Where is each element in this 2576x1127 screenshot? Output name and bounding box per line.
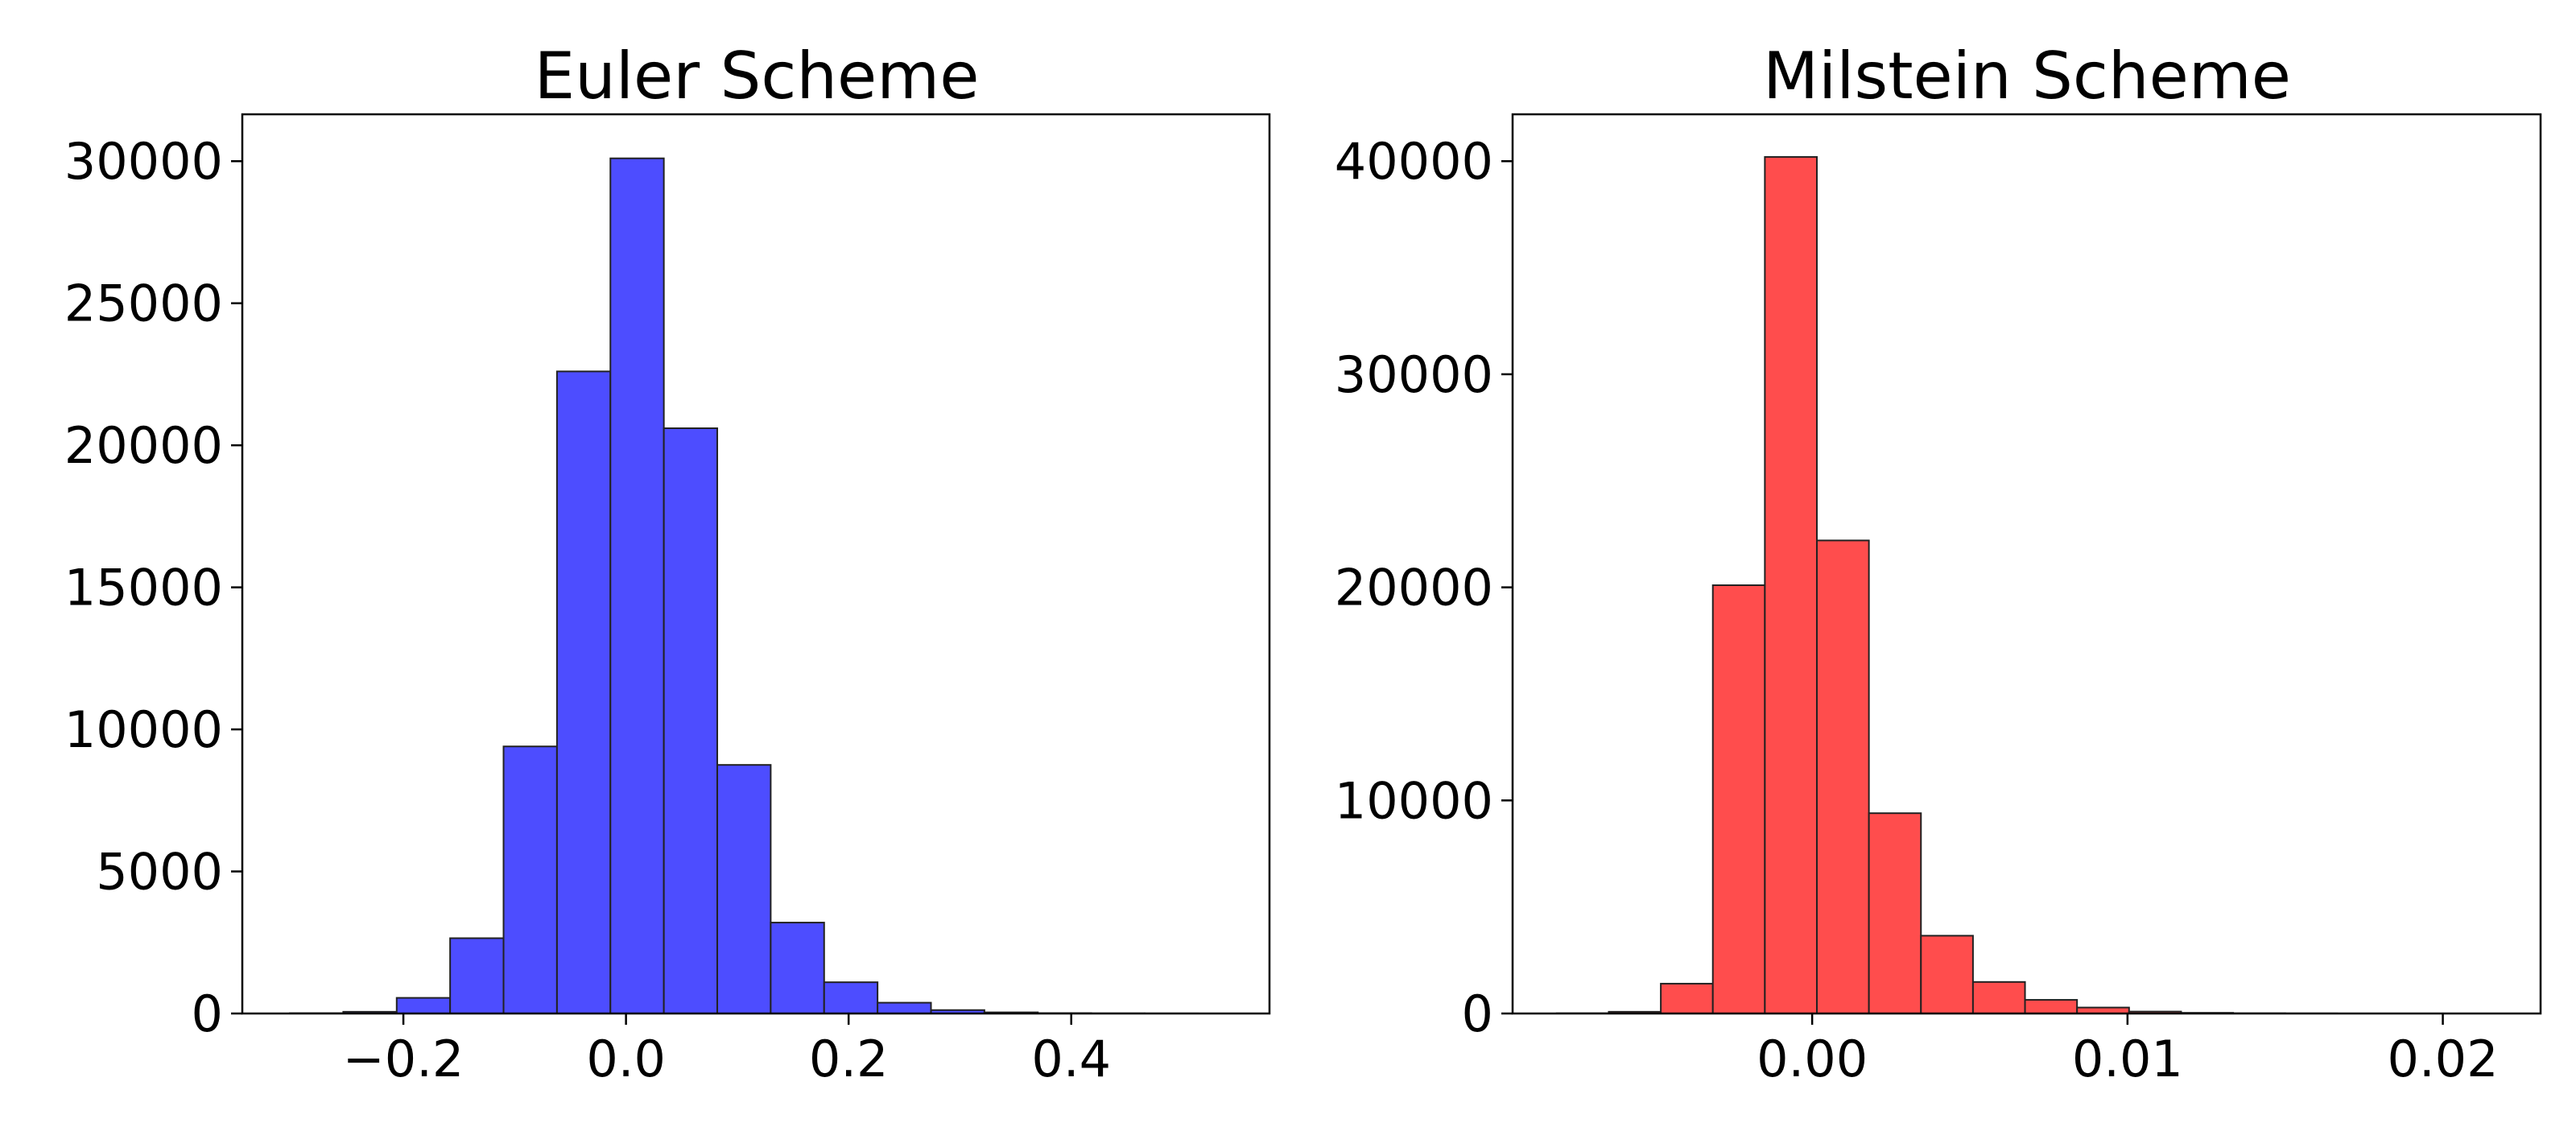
- euler-histogram-bar: [502, 745, 558, 1014]
- euler-histogram-panel: Euler Scheme −0.2 0.0 0.2 0.4 0 5000 10000 150…: [64, 39, 1271, 1088]
- milstein-histogram-bar: [1816, 539, 1870, 1014]
- milstein-plot-frame: [1511, 113, 2542, 1015]
- milstein-x-tick-label: 0.01: [2072, 1030, 2183, 1088]
- milstein-histogram-bar: [1868, 812, 1922, 1014]
- euler-histogram-bar: [663, 427, 719, 1014]
- euler-y-tick-label: 5000: [96, 843, 223, 902]
- euler-x-ticks: −0.2 0.0 0.2 0.4: [343, 1013, 1111, 1088]
- euler-y-tick-label: 20000: [64, 416, 223, 475]
- euler-histogram-bar: [716, 764, 772, 1015]
- euler-histogram-bar: [555, 370, 612, 1014]
- euler-y-ticks: 0 5000 10000 15000 20000 25000 30000: [64, 132, 242, 1043]
- euler-histogram-bar: [449, 937, 505, 1014]
- euler-y-tick-label: 10000: [64, 700, 223, 759]
- milstein-histogram-bar: [1660, 982, 1714, 1014]
- euler-y-tick-label: 30000: [64, 132, 223, 191]
- euler-bars: [289, 157, 1199, 1015]
- euler-chart-title: Euler Scheme: [535, 39, 980, 114]
- milstein-histogram-bar: [1764, 155, 1818, 1015]
- euler-x-tick-label: −0.2: [343, 1030, 464, 1088]
- milstein-y-tick-label: 10000: [1335, 771, 1493, 830]
- milstein-chart-title: Milstein Scheme: [1763, 39, 2291, 114]
- euler-histogram-bar: [395, 997, 452, 1014]
- milstein-bars: [1555, 155, 2339, 1015]
- euler-y-tick-label: 0: [192, 985, 223, 1043]
- milstein-x-tick-label: 0.00: [1757, 1030, 1868, 1088]
- euler-y-tick-label: 25000: [64, 275, 223, 333]
- euler-x-tick-label: 0.2: [809, 1030, 889, 1088]
- euler-histogram-bar: [609, 157, 665, 1014]
- milstein-histogram-bar: [2024, 999, 2079, 1014]
- euler-histogram-bar: [823, 981, 879, 1014]
- milstein-histogram-bar: [1971, 980, 2026, 1014]
- euler-histogram-bar: [877, 1001, 932, 1015]
- milstein-y-tick-label: 20000: [1335, 559, 1493, 617]
- milstein-y-tick-label: 0: [1462, 985, 1493, 1043]
- euler-y-tick-label: 15000: [64, 559, 223, 617]
- euler-histogram-bar: [770, 922, 825, 1015]
- milstein-y-tick-label: 30000: [1335, 345, 1493, 404]
- euler-x-tick-label: 0.4: [1031, 1030, 1111, 1088]
- milstein-y-tick-label: 40000: [1335, 132, 1493, 191]
- milstein-x-tick-label: 0.02: [2388, 1030, 2499, 1088]
- euler-x-tick-label: 0.0: [586, 1030, 666, 1088]
- milstein-y-ticks: 0 10000 20000 30000 40000: [1335, 132, 1513, 1043]
- milstein-histogram-panel: Milstein Scheme 0.00 0.01 0.02 0 10000 20000…: [1335, 39, 2542, 1088]
- milstein-x-ticks: 0.00 0.01 0.02: [1757, 1013, 2499, 1088]
- euler-plot-frame: [241, 113, 1271, 1015]
- milstein-histogram-bar: [1711, 584, 1766, 1014]
- milstein-histogram-bar: [1920, 935, 1974, 1015]
